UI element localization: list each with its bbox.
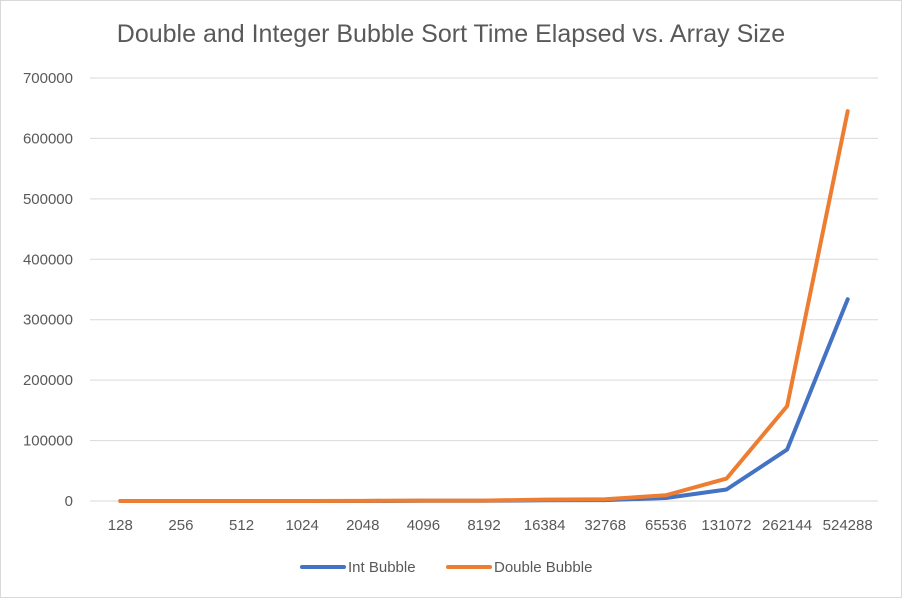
y-tick-label: 200000	[23, 372, 73, 389]
x-tick-label: 256	[168, 517, 193, 534]
y-tick-label: 500000	[23, 191, 73, 208]
y-tick-label: 400000	[23, 251, 73, 268]
y-tick-label: 0	[65, 493, 73, 510]
x-tick-label: 32768	[584, 517, 626, 534]
x-tick-label: 8192	[467, 517, 500, 534]
x-tick-label: 128	[108, 517, 133, 534]
y-tick-label: 300000	[23, 312, 73, 329]
legend-label: Int Bubble	[348, 559, 416, 576]
x-tick-label: 1024	[285, 517, 318, 534]
series-lines	[118, 109, 850, 503]
gridlines	[90, 77, 878, 502]
x-tick-label: 512	[229, 517, 254, 534]
chart-title: Double and Integer Bubble Sort Time Elap…	[116, 20, 786, 48]
y-tick-label: 100000	[23, 433, 73, 450]
x-tick-label: 2048	[346, 517, 379, 534]
x-axis-ticks: 128 256 512 1024 2048 4096 8192 16384 32768 65536…	[108, 517, 873, 534]
y-tick-label: 700000	[23, 70, 73, 87]
y-tick-label: 600000	[23, 130, 73, 147]
series-line-double-bubble	[118, 109, 850, 503]
series-line-int-bubble	[118, 297, 850, 503]
legend-label: Double Bubble	[494, 559, 592, 576]
x-tick-label: 4096	[407, 517, 440, 534]
x-tick-label: 65536	[645, 517, 687, 534]
x-tick-label: 524288	[823, 517, 873, 534]
x-tick-label: 262144	[762, 517, 812, 534]
legend: Int Bubble Double Bubble	[300, 559, 592, 576]
x-tick-label: 131072	[701, 517, 751, 534]
x-tick-label: 16384	[524, 517, 566, 534]
y-axis-ticks: 0 100000 200000 300000 400000 500000 600000 700…	[23, 70, 73, 510]
